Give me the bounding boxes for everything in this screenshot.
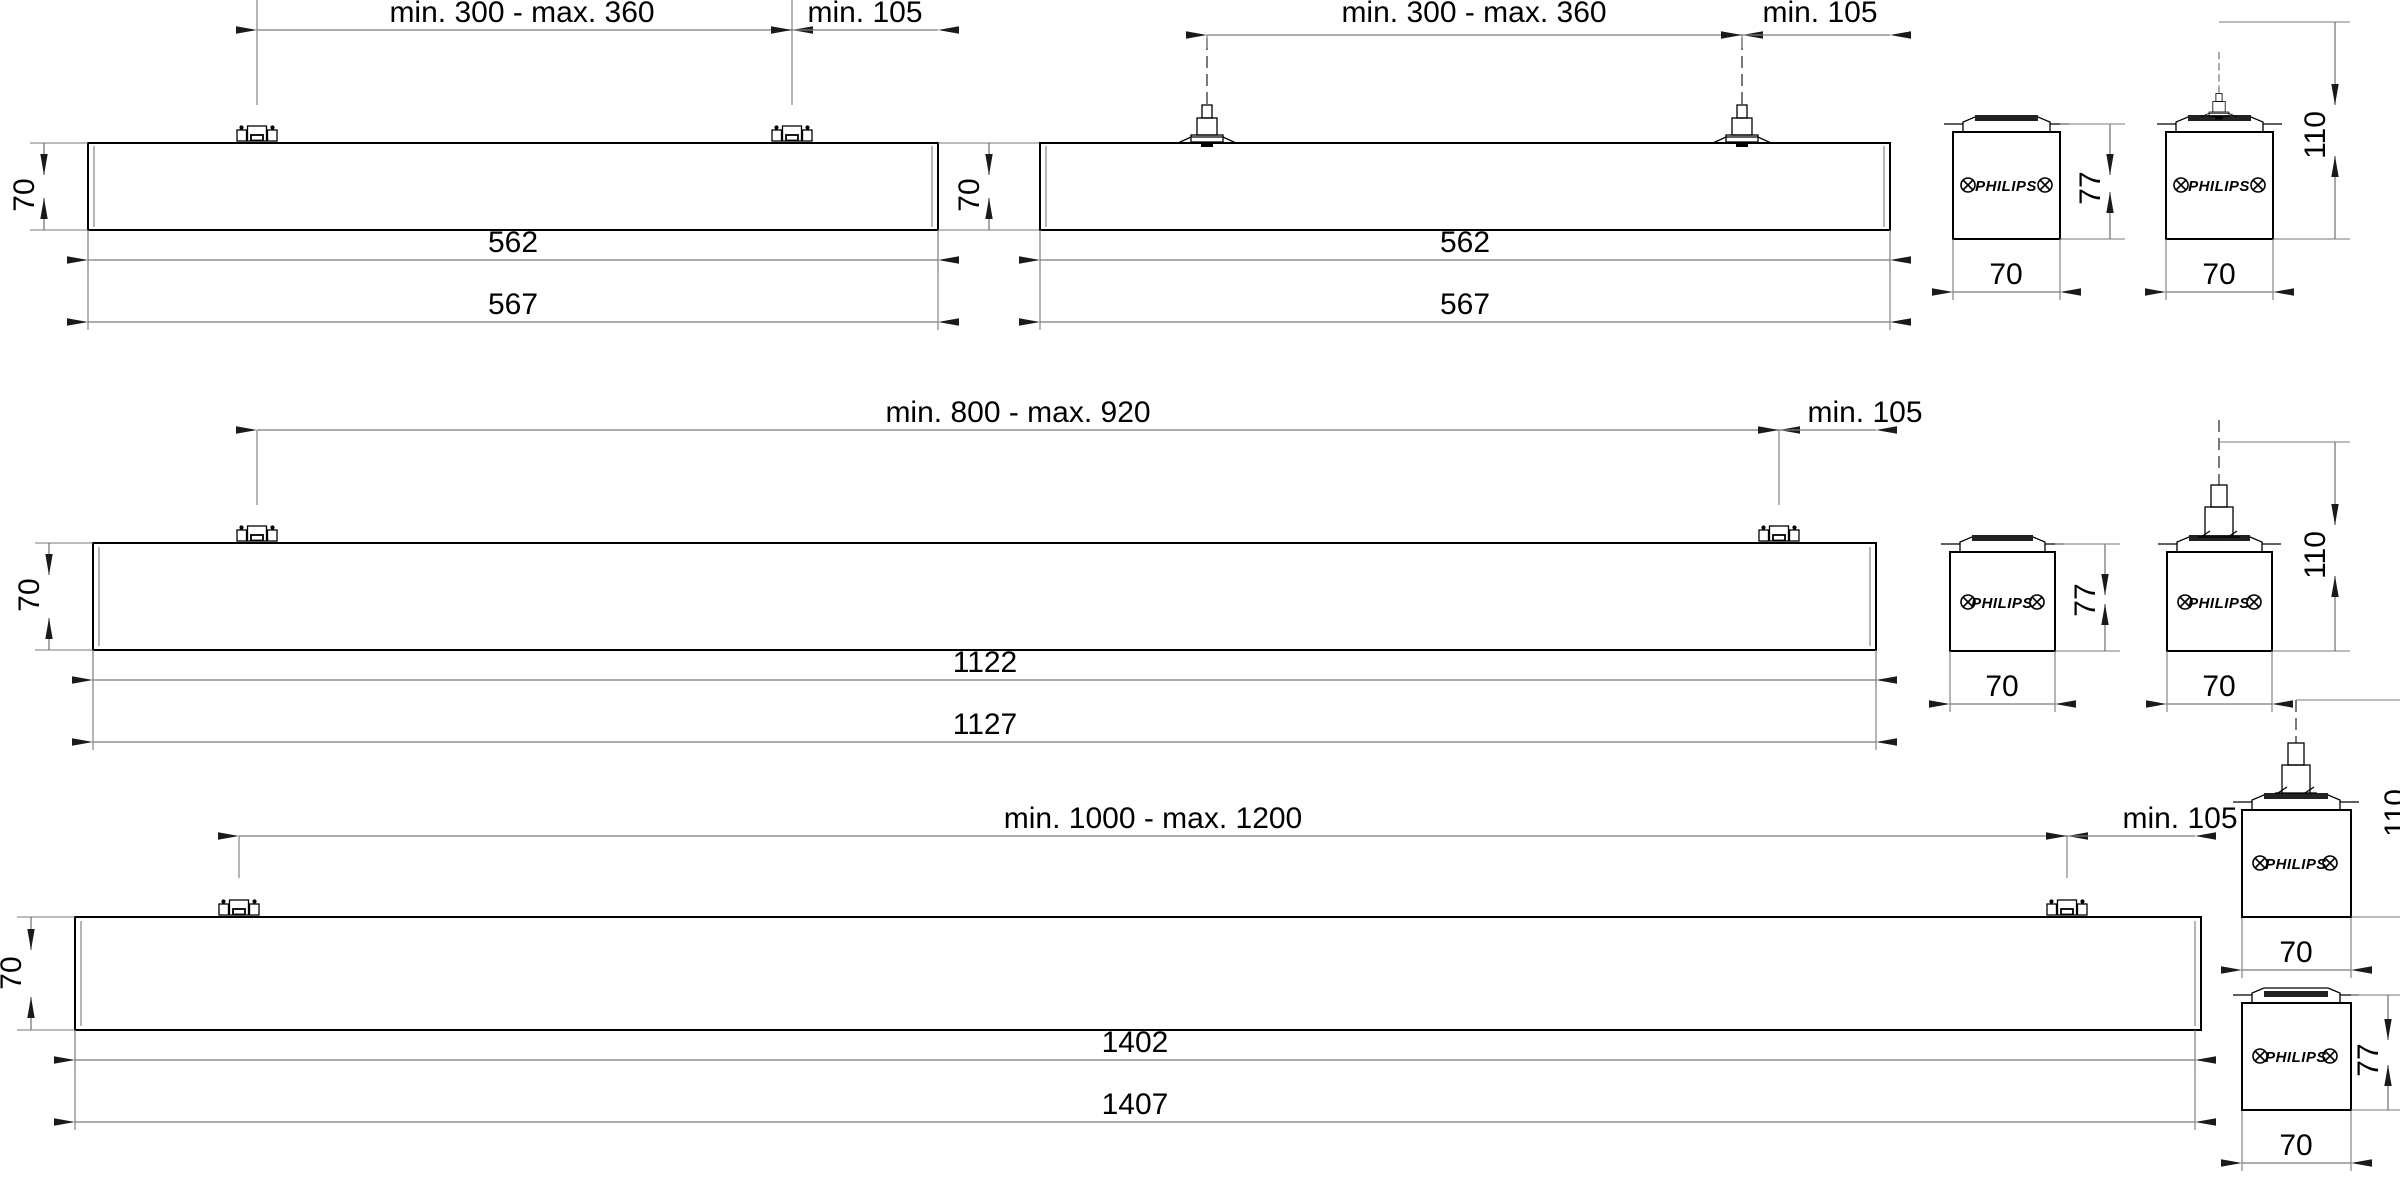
svg-text:1127: 1127 <box>953 708 1018 741</box>
svg-text:min. 300 - max. 360: min. 300 - max. 360 <box>1341 0 1606 29</box>
svg-text:70: 70 <box>1989 258 2022 291</box>
svg-text:110: 110 <box>2299 111 2332 159</box>
svg-text:min. 1000 - max. 1200: min. 1000 - max. 1200 <box>1004 802 1303 835</box>
svg-text:562: 562 <box>1440 226 1490 259</box>
svg-text:PHILIPS: PHILIPS <box>2265 1049 2327 1066</box>
svg-text:70: 70 <box>953 178 986 211</box>
svg-text:70: 70 <box>2202 670 2235 703</box>
svg-text:PHILIPS: PHILIPS <box>2265 856 2327 873</box>
svg-text:567: 567 <box>1440 288 1490 321</box>
svg-text:77: 77 <box>2074 171 2107 204</box>
svg-text:77: 77 <box>2069 583 2102 616</box>
svg-text:PHILIPS: PHILIPS <box>2188 178 2250 195</box>
svg-text:110: 110 <box>2299 531 2332 579</box>
svg-text:567: 567 <box>488 288 538 321</box>
svg-text:1122: 1122 <box>953 646 1018 679</box>
svg-text:min. 800 - max. 920: min. 800 - max. 920 <box>885 396 1150 429</box>
svg-text:70: 70 <box>8 178 41 211</box>
svg-text:70: 70 <box>2279 936 2312 969</box>
svg-text:1402: 1402 <box>1102 1026 1169 1059</box>
svg-text:PHILIPS: PHILIPS <box>1971 595 2033 612</box>
svg-text:70: 70 <box>2279 1129 2312 1162</box>
svg-text:PHILIPS: PHILIPS <box>1975 178 2037 195</box>
svg-text:1407: 1407 <box>1102 1088 1169 1121</box>
svg-text:min. 105: min. 105 <box>1807 396 1922 429</box>
svg-text:min. 300 - max. 360: min. 300 - max. 360 <box>389 0 654 29</box>
svg-text:70: 70 <box>1985 670 2018 703</box>
svg-text:110: 110 <box>2379 789 2400 837</box>
svg-text:min. 105: min. 105 <box>1762 0 1877 29</box>
svg-text:70: 70 <box>0 956 28 989</box>
svg-text:PHILIPS: PHILIPS <box>2188 595 2250 612</box>
svg-text:70: 70 <box>2202 258 2235 291</box>
svg-text:562: 562 <box>488 226 538 259</box>
svg-text:min. 105: min. 105 <box>2122 802 2237 835</box>
svg-text:77: 77 <box>2352 1043 2385 1076</box>
svg-text:70: 70 <box>13 578 46 611</box>
svg-text:min. 105: min. 105 <box>807 0 922 29</box>
